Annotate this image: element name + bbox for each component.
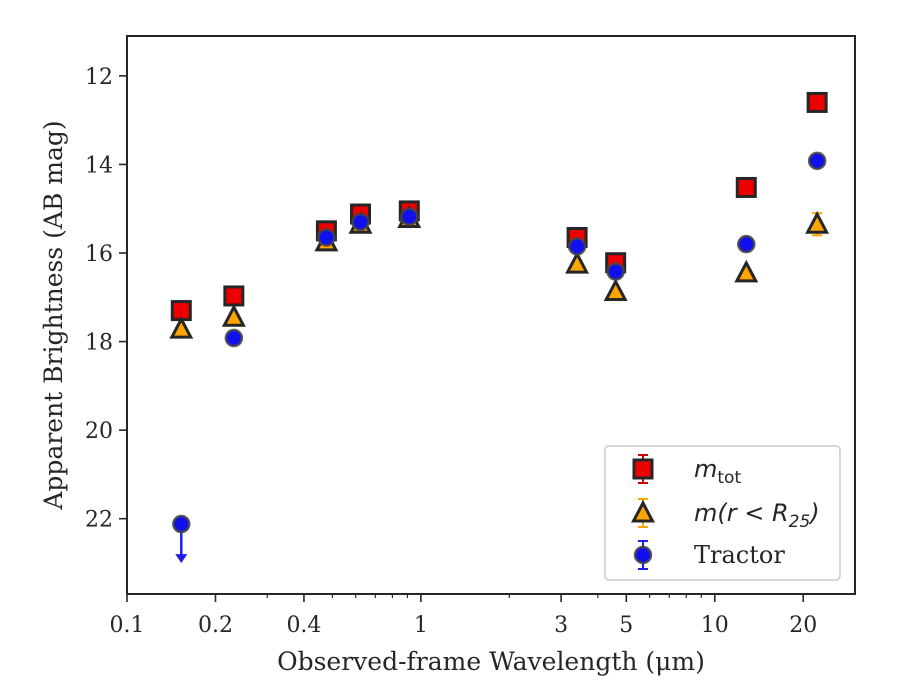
marker-square (735, 176, 757, 198)
marker-circle (567, 237, 587, 256)
axis-ticks: 0.1 0.2 0.4 1 3 5 10 20 12 14 16 18 20 22 (85, 65, 817, 638)
y-tick-label: 14 (85, 153, 113, 178)
y-tick-label: 16 (85, 242, 113, 267)
data-point (224, 328, 244, 348)
marker-circle (807, 151, 827, 171)
x-tick-label: 20 (789, 613, 817, 638)
x-tick-label: 3 (554, 613, 568, 638)
data-point (737, 234, 756, 254)
data-point (317, 228, 336, 247)
data-points (169, 91, 830, 564)
marker-square (632, 458, 654, 480)
data-point (565, 250, 590, 274)
marker-circle (317, 228, 336, 247)
plot-frame (126, 35, 856, 595)
y-tick-label: 12 (85, 65, 113, 90)
data-point (400, 207, 419, 226)
x-tick-label: 0.2 (198, 613, 233, 638)
x-tick-label: 10 (701, 613, 729, 638)
legend-label: Tractor (694, 541, 785, 569)
data-point (606, 262, 625, 281)
legend: mtot m(r < R25) Tractor (604, 445, 841, 581)
marker-square (806, 91, 828, 113)
legend-label: mtot (694, 455, 741, 488)
data-point (221, 304, 246, 327)
x-tick-label: 5 (619, 613, 633, 638)
marker-circle (351, 212, 370, 232)
marker-triangle (734, 259, 759, 283)
data-point (735, 176, 757, 198)
legend-label: m(r < R25) (694, 499, 820, 532)
upper-limit-arrow (175, 554, 188, 564)
marker-circle (172, 514, 191, 534)
x-tick-label: 1 (414, 613, 428, 638)
y-tick-label: 18 (85, 331, 113, 356)
data-point (734, 259, 759, 283)
marker-square (223, 285, 245, 307)
y-axis-title: Apparent Brightness (AB mag) (39, 120, 68, 510)
x-tick-label: 0.4 (286, 613, 321, 638)
y-tick-label: 22 (85, 508, 113, 533)
data-point (351, 212, 370, 232)
marker-circle (737, 234, 756, 254)
marker-triangle (603, 278, 628, 302)
legend-box (604, 445, 841, 581)
marker-circle (633, 545, 653, 565)
data-point (172, 514, 191, 564)
marker-triangle (221, 304, 246, 327)
data-point (807, 151, 827, 171)
x-axis-title: Observed-frame Wavelength (μm) (277, 647, 705, 676)
marker-triangle (631, 499, 655, 523)
marker-triangle (805, 211, 830, 234)
marker-circle (224, 328, 244, 348)
x-tick-label: 0.1 (110, 613, 145, 638)
marker-triangle (565, 250, 590, 274)
data-point (223, 285, 245, 307)
data-point (806, 91, 828, 113)
y-tick-label: 20 (85, 419, 113, 444)
data-point (169, 315, 194, 339)
marker-circle (400, 207, 419, 226)
marker-circle (606, 262, 625, 281)
data-point (603, 278, 628, 302)
data-point (567, 237, 587, 256)
data-point (805, 211, 830, 237)
marker-triangle (169, 315, 194, 339)
